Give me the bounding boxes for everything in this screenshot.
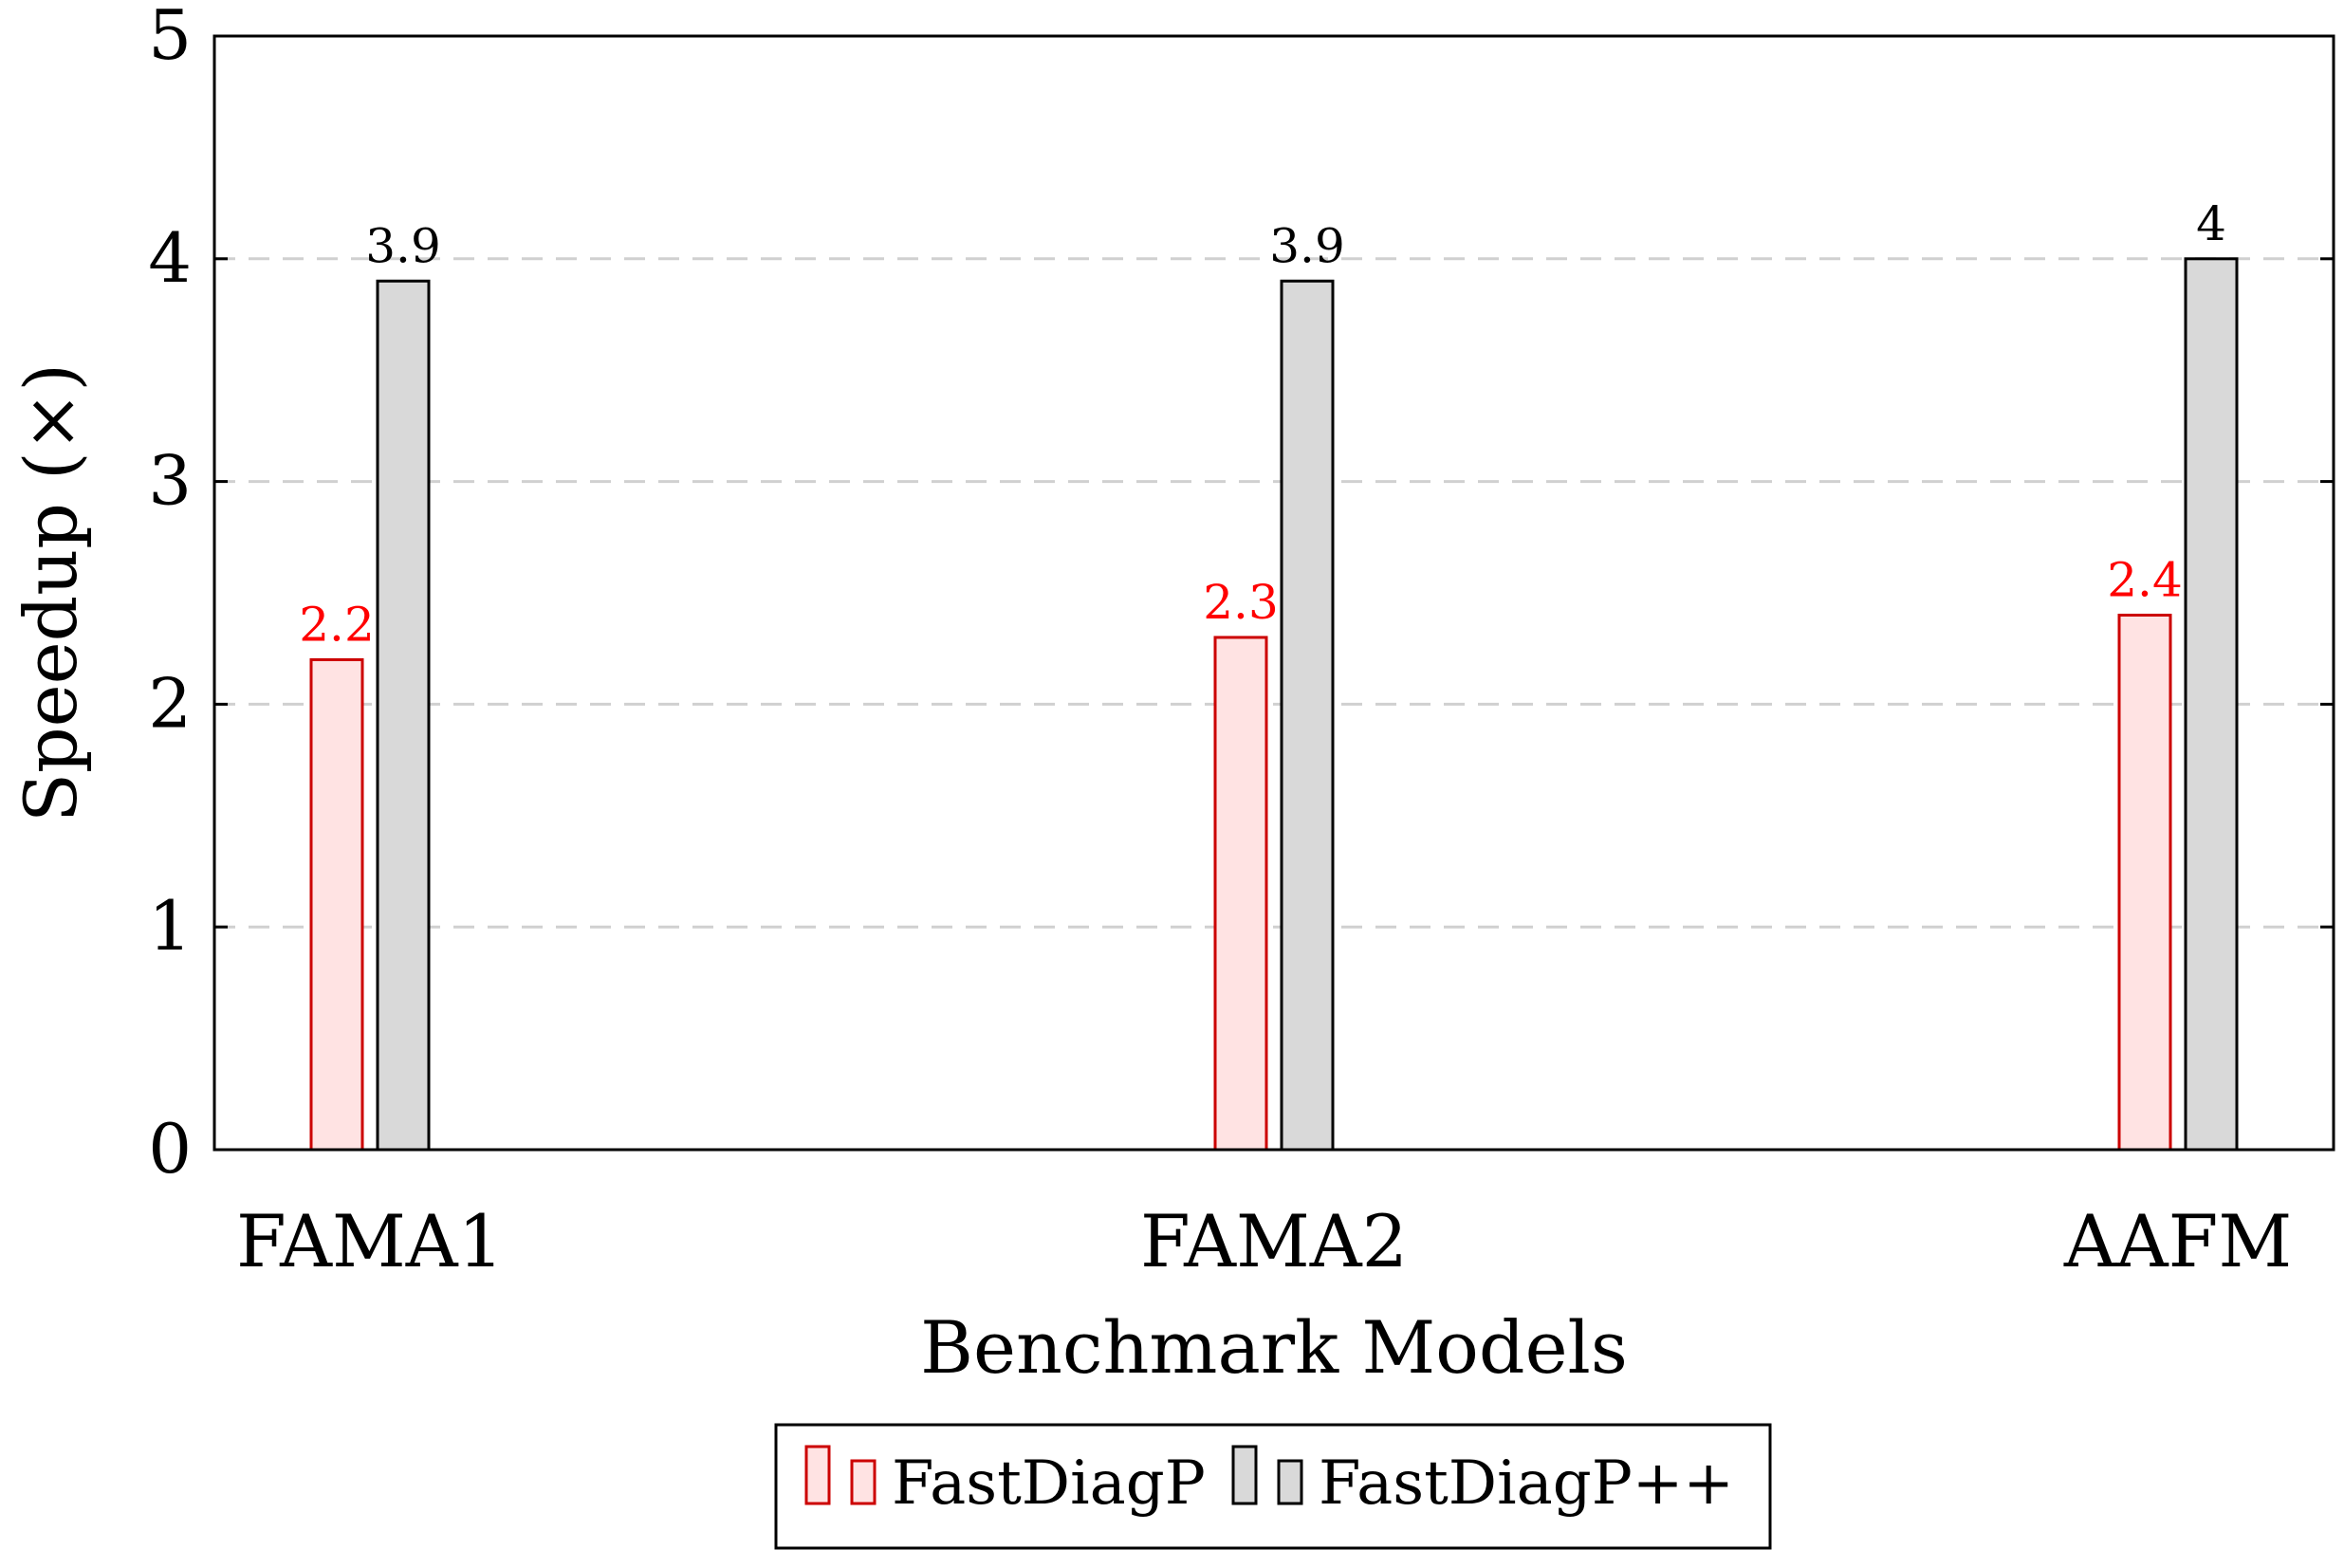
bar: [2186, 259, 2237, 1150]
x-axis-title: Benchmark Models: [920, 1305, 1628, 1390]
bar: [378, 281, 429, 1150]
legend-swatch: [1279, 1461, 1301, 1503]
data-label: 3.9: [1269, 218, 1345, 273]
y-tick-label: 2: [148, 663, 192, 743]
legend-label: FastDiagP: [892, 1448, 1206, 1519]
data-label: 3.9: [365, 218, 441, 273]
bar: [311, 659, 362, 1150]
y-tick-label: 3: [148, 441, 192, 521]
legend-swatch: [806, 1447, 829, 1503]
data-label: 4: [2196, 196, 2226, 251]
data-label: 2.3: [1203, 575, 1279, 630]
bar: [1282, 281, 1333, 1150]
x-category-label: AAFM: [2063, 1199, 2292, 1283]
y-axis-title: Speedup (×): [9, 363, 93, 822]
data-label: 2.4: [2107, 552, 2183, 607]
legend-label: FastDiagP++: [1319, 1448, 1734, 1519]
legend: FastDiagP FastDiagP++: [776, 1425, 1770, 1548]
bar: [2119, 615, 2170, 1150]
legend-swatch: [1233, 1447, 1256, 1503]
x-category-label: FAMA1: [236, 1199, 504, 1283]
y-tick-label: 0: [148, 1109, 192, 1189]
data-label: 2.2: [299, 597, 375, 652]
y-tick-label: 1: [148, 886, 192, 966]
bar: [1215, 637, 1266, 1150]
x-category-label: FAMA2: [1140, 1199, 1408, 1283]
legend-swatch: [852, 1461, 875, 1503]
y-tick-label: 4: [148, 218, 192, 298]
y-tick-label: 5: [148, 0, 192, 75]
data-labels: 2.2 3.9 2.3 3.9 2.4 4: [299, 196, 2226, 653]
